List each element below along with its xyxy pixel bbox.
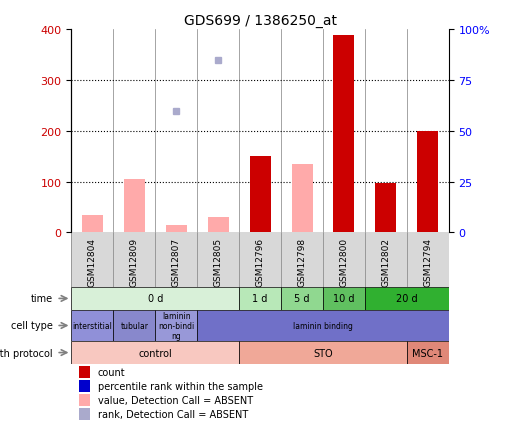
Text: laminin binding: laminin binding [293,321,352,330]
Text: GSM12798: GSM12798 [297,237,306,286]
Bar [406,341,448,365]
Bar [375,184,395,233]
Bar [155,311,197,341]
Bar [71,311,113,341]
Bar [71,341,239,365]
Text: GSM12802: GSM12802 [381,237,389,286]
Title: GDS699 / 1386250_at: GDS699 / 1386250_at [183,14,336,28]
Bar [416,132,437,233]
Text: GSM12800: GSM12800 [339,237,348,286]
Bar [207,218,228,233]
Bar [291,164,312,233]
Bar [249,157,270,233]
Bar [364,287,448,311]
Bar [249,157,270,233]
Text: STO: STO [313,348,332,358]
Bar [113,311,155,341]
Text: control: control [138,348,172,358]
Text: GSM12807: GSM12807 [172,237,180,286]
Text: MSC-1: MSC-1 [411,348,442,358]
Bar [165,225,186,233]
Bar [79,366,90,378]
Bar [124,180,145,233]
Text: GSM12804: GSM12804 [88,237,97,286]
Text: time: time [31,294,52,304]
Text: value, Detection Call = ABSENT: value, Detection Call = ABSENT [98,395,252,405]
Bar [239,287,280,311]
Text: count: count [98,367,125,377]
Bar [79,394,90,406]
Text: 0 d: 0 d [147,294,163,304]
Bar [280,287,322,311]
Bar [322,287,364,311]
Text: interstitial: interstitial [72,321,112,330]
Bar [71,287,239,311]
Bar [82,215,103,233]
Text: percentile rank within the sample: percentile rank within the sample [98,381,262,391]
Bar [416,132,437,233]
Text: 20 d: 20 d [395,294,417,304]
Text: GSM12805: GSM12805 [213,237,222,286]
Text: 5 d: 5 d [294,294,309,304]
Bar [239,341,406,365]
Bar [197,311,448,341]
Bar [375,184,395,233]
Text: GSM12796: GSM12796 [255,237,264,286]
Text: GSM12809: GSM12809 [130,237,138,286]
Text: growth protocol: growth protocol [0,348,52,358]
Bar [79,380,90,392]
Text: 10 d: 10 d [332,294,354,304]
Text: laminin
non-bindi
ng: laminin non-bindi ng [158,311,194,341]
Bar [333,36,354,233]
Bar [333,36,354,233]
Text: cell type: cell type [11,321,52,331]
Text: GSM12794: GSM12794 [422,237,432,286]
Text: tubular: tubular [120,321,148,330]
Bar [79,408,90,421]
Text: rank, Detection Call = ABSENT: rank, Detection Call = ABSENT [98,409,247,419]
Text: 1 d: 1 d [252,294,267,304]
